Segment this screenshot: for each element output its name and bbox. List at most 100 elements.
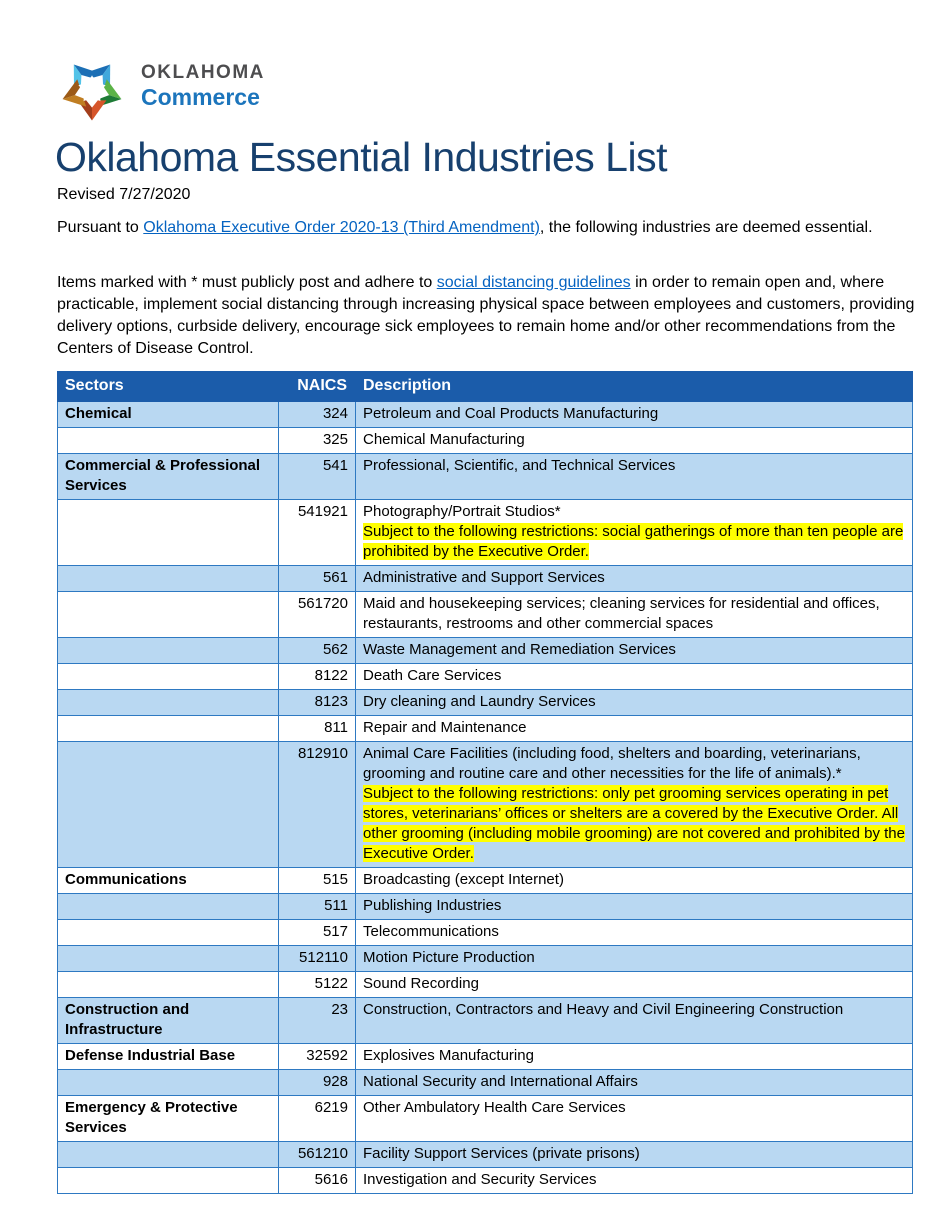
table-row: 562 Waste Management and Remediation Serv… — [57, 637, 913, 664]
sector-cell — [57, 919, 279, 946]
naics-cell: 811 — [278, 715, 356, 742]
naics-cell: 32592 — [278, 1043, 356, 1070]
header-naics: NAICS — [278, 371, 356, 402]
table-row: Commercial & Professional Services 541 Pro… — [57, 453, 913, 500]
description-text: Investigation and Security Services — [363, 1171, 597, 1188]
star-logo-icon — [62, 64, 122, 121]
description-text: Professional, Scientific, and Technical … — [363, 457, 676, 474]
description-text: Other Ambulatory Health Care Services — [363, 1099, 626, 1116]
description-cell: Telecommunications — [355, 919, 913, 946]
header-sectors: Sectors — [57, 371, 279, 402]
naics-cell: 5122 — [278, 971, 356, 998]
description-text: Motion Picture Production — [363, 949, 535, 966]
description-text: Petroleum and Coal Products Manufacturin… — [363, 405, 659, 422]
naics-cell: 561720 — [278, 591, 356, 638]
restriction-line: Subject to the following restrictions: s… — [363, 522, 905, 562]
table-row: 511 Publishing Industries — [57, 893, 913, 920]
description-cell: Investigation and Security Services — [355, 1167, 913, 1194]
naics-cell: 515 — [278, 867, 356, 894]
naics-cell: 8122 — [278, 663, 356, 690]
sector-cell — [57, 715, 279, 742]
naics-cell: 562 — [278, 637, 356, 664]
description-text: Publishing Industries — [363, 897, 502, 914]
description-text: Death Care Services — [363, 667, 502, 684]
description-cell: Maid and housekeeping services; cleaning… — [355, 591, 913, 638]
table-row: Construction and Infrastructure 23 Constru… — [57, 997, 913, 1044]
naics-cell: 511 — [278, 893, 356, 920]
table-row: 812910 Animal Care Facilities (including … — [57, 741, 913, 868]
table-row: 561720 Maid and housekeeping services; cl… — [57, 591, 913, 638]
sector-cell — [57, 1069, 279, 1096]
description-text: Animal Care Facilities (including food, … — [363, 745, 861, 782]
naics-cell: 812910 — [278, 741, 356, 868]
description-cell: Facility Support Services (private priso… — [355, 1141, 913, 1168]
sector-cell: Commercial & Professional Services — [57, 453, 279, 500]
table-row: 561210 Facility Support Services (private… — [57, 1141, 913, 1168]
description-text: Explosives Manufacturing — [363, 1047, 534, 1064]
description-cell: Sound Recording — [355, 971, 913, 998]
naics-cell: 561210 — [278, 1141, 356, 1168]
naics-cell: 8123 — [278, 689, 356, 716]
page-title: Oklahoma Essential Industries List — [55, 134, 667, 180]
description-cell: Photography/Portrait Studios* Subject to … — [355, 499, 913, 566]
naics-cell: 6219 — [278, 1095, 356, 1142]
table-row: 5616 Investigation and Security Services — [57, 1167, 913, 1194]
table-row: Emergency & Protective Services 6219 Other… — [57, 1095, 913, 1142]
description-text: Facility Support Services (private priso… — [363, 1145, 640, 1162]
naics-cell: 325 — [278, 427, 356, 454]
description-cell: Death Care Services — [355, 663, 913, 690]
intro-paragraph-2: Items marked with * must publicly post a… — [57, 272, 915, 360]
naics-cell: 512110 — [278, 945, 356, 972]
sector-cell — [57, 1167, 279, 1194]
oklahoma-commerce-logo: OKLAHOMA Commerce — [56, 50, 265, 122]
intro-paragraph-1: Pursuant to Oklahoma Executive Order 202… — [57, 217, 915, 239]
naics-cell: 541 — [278, 453, 356, 500]
description-cell: Waste Management and Remediation Service… — [355, 637, 913, 664]
table-row: Communications 515 Broadcasting (except In… — [57, 867, 913, 894]
logo-wordmark: OKLAHOMA Commerce — [141, 63, 265, 110]
table-row: 8123 Dry cleaning and Laundry Services — [57, 689, 913, 716]
p2-text-before: Items marked with * must publicly post a… — [57, 274, 437, 291]
sector-cell: Chemical — [57, 401, 279, 428]
sector-cell: Communications — [57, 867, 279, 894]
table-row: 541921 Photography/Portrait Studios* Subje… — [57, 499, 913, 566]
industries-table: Sectors NAICS Description Chemical 324 Pet… — [57, 371, 913, 1194]
sector-cell — [57, 499, 279, 566]
naics-cell: 517 — [278, 919, 356, 946]
sector-cell — [57, 591, 279, 638]
description-text: Broadcasting (except Internet) — [363, 871, 564, 888]
description-text: Construction, Contractors and Heavy and … — [363, 1001, 844, 1018]
restriction-line: Subject to the following restrictions: o… — [363, 784, 905, 864]
description-cell: Professional, Scientific, and Technical … — [355, 453, 913, 500]
sector-cell — [57, 427, 279, 454]
description-cell: Chemical Manufacturing — [355, 427, 913, 454]
table-row: 517 Telecommunications — [57, 919, 913, 946]
sector-cell — [57, 971, 279, 998]
description-cell: Publishing Industries — [355, 893, 913, 920]
restriction-highlight: Subject to the following restrictions: o… — [363, 785, 905, 862]
description-text: Waste Management and Remediation Service… — [363, 641, 676, 658]
description-cell: Broadcasting (except Internet) — [355, 867, 913, 894]
sector-cell — [57, 637, 279, 664]
p1-text-before: Pursuant to — [57, 219, 144, 236]
description-text: Administrative and Support Services — [363, 569, 605, 586]
table-row: 512110 Motion Picture Production — [57, 945, 913, 972]
social-distancing-link[interactable]: social distancing guidelines — [436, 274, 631, 291]
description-text: Sound Recording — [363, 975, 479, 992]
table-row: 928 National Security and International A… — [57, 1069, 913, 1096]
description-cell: Dry cleaning and Laundry Services — [355, 689, 913, 716]
executive-order-link[interactable]: Oklahoma Executive Order 2020-13 (Third … — [143, 219, 540, 236]
table-row: 8122 Death Care Services — [57, 663, 913, 690]
table-row: Chemical 324 Petroleum and Coal Products M… — [57, 401, 913, 428]
sector-cell — [57, 893, 279, 920]
description-cell: Repair and Maintenance — [355, 715, 913, 742]
sector-cell: Defense Industrial Base — [57, 1043, 279, 1070]
table-row: 811 Repair and Maintenance — [57, 715, 913, 742]
sector-cell: Construction and Infrastructure — [57, 997, 279, 1044]
table-row: Defense Industrial Base 32592 Explosives M… — [57, 1043, 913, 1070]
description-text: Photography/Portrait Studios* — [363, 503, 561, 520]
naics-cell: 928 — [278, 1069, 356, 1096]
description-cell: National Security and International Affa… — [355, 1069, 913, 1096]
table-row: 5122 Sound Recording — [57, 971, 913, 998]
table-row: 561 Administrative and Support Services — [57, 565, 913, 592]
